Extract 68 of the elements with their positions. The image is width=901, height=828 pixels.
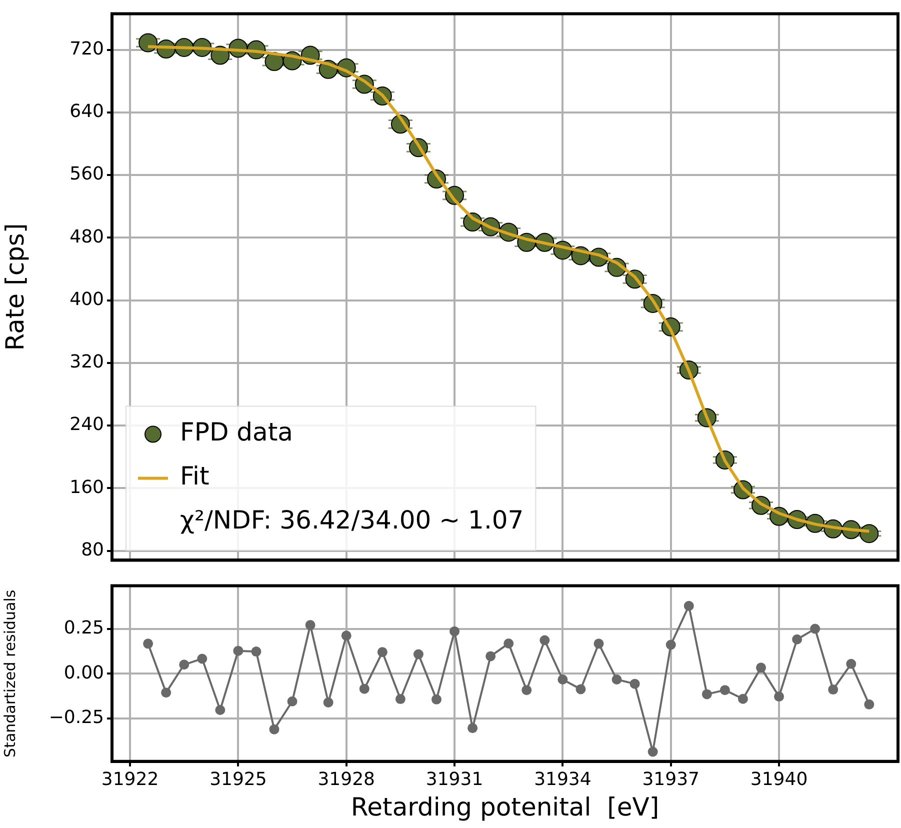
point [450, 626, 460, 636]
point [305, 620, 316, 630]
point [846, 658, 856, 669]
point [612, 674, 622, 685]
point [341, 630, 352, 641]
point [666, 640, 676, 650]
legend-label: FPD data [180, 418, 293, 447]
point [522, 685, 532, 696]
y-tick-label: 160 [70, 476, 104, 498]
y-axis-title: Standartized residuals [0, 590, 19, 758]
point [828, 684, 838, 695]
point [233, 646, 244, 656]
point [138, 33, 158, 52]
point [540, 635, 550, 646]
x-axis-title: Retarding potenital [eV] [350, 792, 660, 822]
point [504, 638, 514, 648]
y-tick-label: 400 [70, 288, 104, 310]
y-axis-title: Rate [cps] [0, 223, 30, 351]
x-tick-label: 31931 [426, 768, 484, 790]
y-tick-label: 0.25 [64, 617, 104, 638]
point [395, 694, 406, 704]
annotation: χ²/NDF: 36.42/34.00 ∼ 1.07 [180, 506, 524, 535]
x-tick-label: 31937 [642, 768, 700, 790]
point [774, 692, 784, 702]
point [269, 724, 280, 734]
point [864, 699, 874, 710]
point [792, 634, 802, 644]
point [576, 684, 586, 694]
point [558, 674, 568, 685]
x-tick-label: 31934 [534, 768, 592, 790]
point [359, 684, 370, 694]
y-tick-label: 640 [70, 101, 104, 122]
point [251, 646, 262, 657]
x-tick-label: 31922 [101, 768, 159, 790]
y-tick-label: 240 [70, 414, 104, 436]
y-tick-label: 80 [81, 539, 104, 560]
y-tick-label: 560 [70, 164, 104, 185]
point [860, 524, 879, 544]
point [215, 704, 226, 715]
point [323, 697, 334, 708]
x-tick-label: 31940 [750, 768, 808, 790]
point [702, 689, 712, 700]
point [630, 678, 640, 689]
point [684, 600, 694, 611]
y-tick-label: 720 [70, 38, 104, 60]
point [594, 638, 604, 649]
y-tick-label: 0.00 [64, 662, 104, 684]
point [648, 746, 658, 757]
point [377, 647, 388, 658]
x-tick-label: 31928 [318, 768, 375, 790]
point [179, 660, 190, 670]
y-tick-label: 320 [70, 352, 104, 373]
point [756, 662, 766, 673]
point [738, 694, 748, 704]
y-tick-label: −0.25 [48, 707, 104, 728]
legend-label: Fit [180, 462, 210, 491]
x-tick-label: 31925 [210, 768, 267, 790]
point [143, 638, 154, 649]
point [287, 696, 298, 706]
point [431, 694, 442, 704]
y-tick-label: 480 [70, 226, 104, 248]
point [720, 685, 730, 696]
point [486, 651, 496, 662]
point [161, 688, 172, 698]
point [197, 654, 208, 664]
point [810, 624, 820, 634]
point [468, 723, 478, 734]
point [413, 649, 424, 660]
